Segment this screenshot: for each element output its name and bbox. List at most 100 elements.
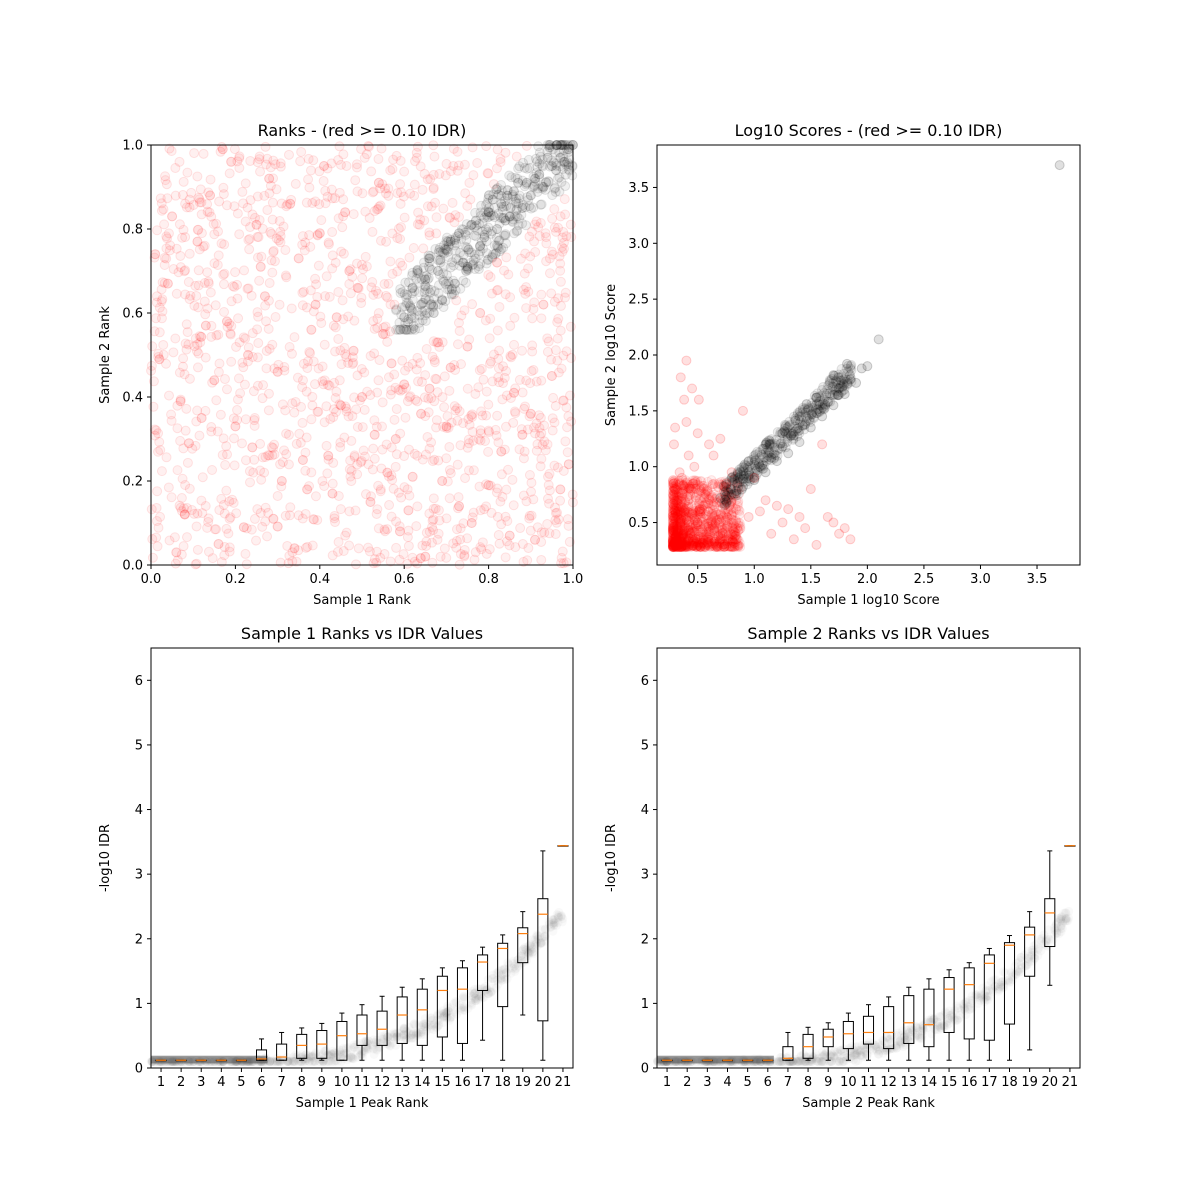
background-point: [194, 331, 205, 342]
background-point: [548, 392, 559, 403]
data-point-failing: [230, 421, 241, 432]
background-point: [353, 283, 364, 294]
background-point: [409, 156, 420, 167]
background-point: [282, 199, 293, 210]
background-point: [557, 163, 568, 174]
x-tick-label: 3.5: [1027, 572, 1048, 587]
background-point: [485, 356, 496, 367]
background-point: [301, 302, 312, 313]
background-point: [214, 358, 225, 369]
data-point-failing: [154, 354, 165, 365]
background-point: [152, 541, 163, 552]
y-tick-label: 0.0: [122, 559, 143, 574]
background-point: [178, 224, 189, 235]
background-point: [192, 405, 203, 416]
background-point: [395, 187, 406, 198]
background-point: [341, 406, 352, 417]
background-point: [405, 188, 416, 199]
background-point: [486, 507, 497, 518]
background-point: [430, 503, 441, 514]
background-point: [368, 289, 379, 300]
data-point-failing: [794, 511, 805, 522]
background-point: [256, 474, 267, 485]
data-point-failing: [424, 383, 435, 394]
background-point: [168, 264, 179, 275]
background-point: [475, 425, 486, 436]
background-point: [291, 438, 302, 449]
background-point: [412, 219, 423, 230]
background-point: [263, 450, 274, 461]
background-point: [474, 481, 485, 492]
background-point: [225, 512, 236, 523]
background-point: [346, 476, 357, 487]
background-point: [417, 540, 428, 551]
background-point: [494, 218, 505, 229]
box-21: [557, 845, 569, 847]
background-point: [455, 534, 466, 545]
background-point: [379, 524, 390, 535]
data-point-passing: [454, 228, 465, 239]
background-point: [258, 380, 269, 391]
background-point: [269, 256, 280, 267]
background-point: [494, 377, 505, 388]
background-point: [550, 400, 561, 411]
background-point: [161, 179, 172, 190]
background-point: [1029, 941, 1038, 950]
background-point: [178, 503, 189, 514]
background-point: [222, 321, 233, 332]
background-point: [297, 513, 308, 524]
background-point: [203, 516, 214, 527]
background-point: [509, 406, 520, 417]
background-point: [333, 287, 344, 298]
background-point: [226, 321, 237, 332]
background-point: [191, 290, 202, 301]
background-point: [454, 212, 465, 223]
x-tick-label: 19: [514, 1075, 531, 1090]
background-point: [298, 286, 309, 297]
background-point: [155, 445, 166, 456]
background-point: [297, 231, 308, 242]
background-point: [169, 532, 180, 543]
background-point: [192, 544, 203, 555]
background-point: [232, 293, 243, 304]
data-point-failing: [517, 429, 528, 440]
background-point: [160, 171, 171, 182]
background-point: [340, 401, 351, 412]
background-point: [395, 428, 406, 439]
background-point: [433, 505, 444, 516]
background-point: [501, 390, 512, 401]
background-point: [452, 146, 463, 157]
background-point: [164, 143, 175, 154]
background-point: [304, 230, 315, 241]
background-point: [329, 377, 340, 388]
background-point: [377, 421, 388, 432]
background-point: [399, 212, 410, 223]
background-point: [562, 422, 573, 433]
data-point-failing: [373, 177, 384, 188]
background-point: [307, 540, 318, 551]
background-point: [502, 515, 513, 526]
background-point: [351, 258, 362, 269]
background-point: [305, 285, 316, 296]
background-point: [383, 471, 394, 482]
data-point-failing: [538, 299, 549, 310]
background-point: [382, 524, 393, 535]
x-axis-label: Sample 1 log10 Score: [797, 593, 939, 608]
background-point: [202, 267, 213, 278]
background-point: [311, 279, 322, 290]
background-point: [558, 465, 569, 476]
data-point-passing: [749, 475, 760, 486]
background-point: [350, 559, 361, 570]
data-point-failing: [445, 362, 456, 373]
background-point: [524, 513, 535, 524]
background-point: [266, 228, 277, 239]
background-point: [371, 421, 382, 432]
x-tick-label: 1: [157, 1075, 165, 1090]
background-point: [159, 278, 170, 289]
background-point: [473, 382, 484, 393]
background-point: [193, 348, 204, 359]
data-point-passing: [777, 428, 788, 439]
background-point: [207, 464, 218, 475]
background-point: [252, 504, 263, 515]
background-point: [281, 272, 292, 283]
